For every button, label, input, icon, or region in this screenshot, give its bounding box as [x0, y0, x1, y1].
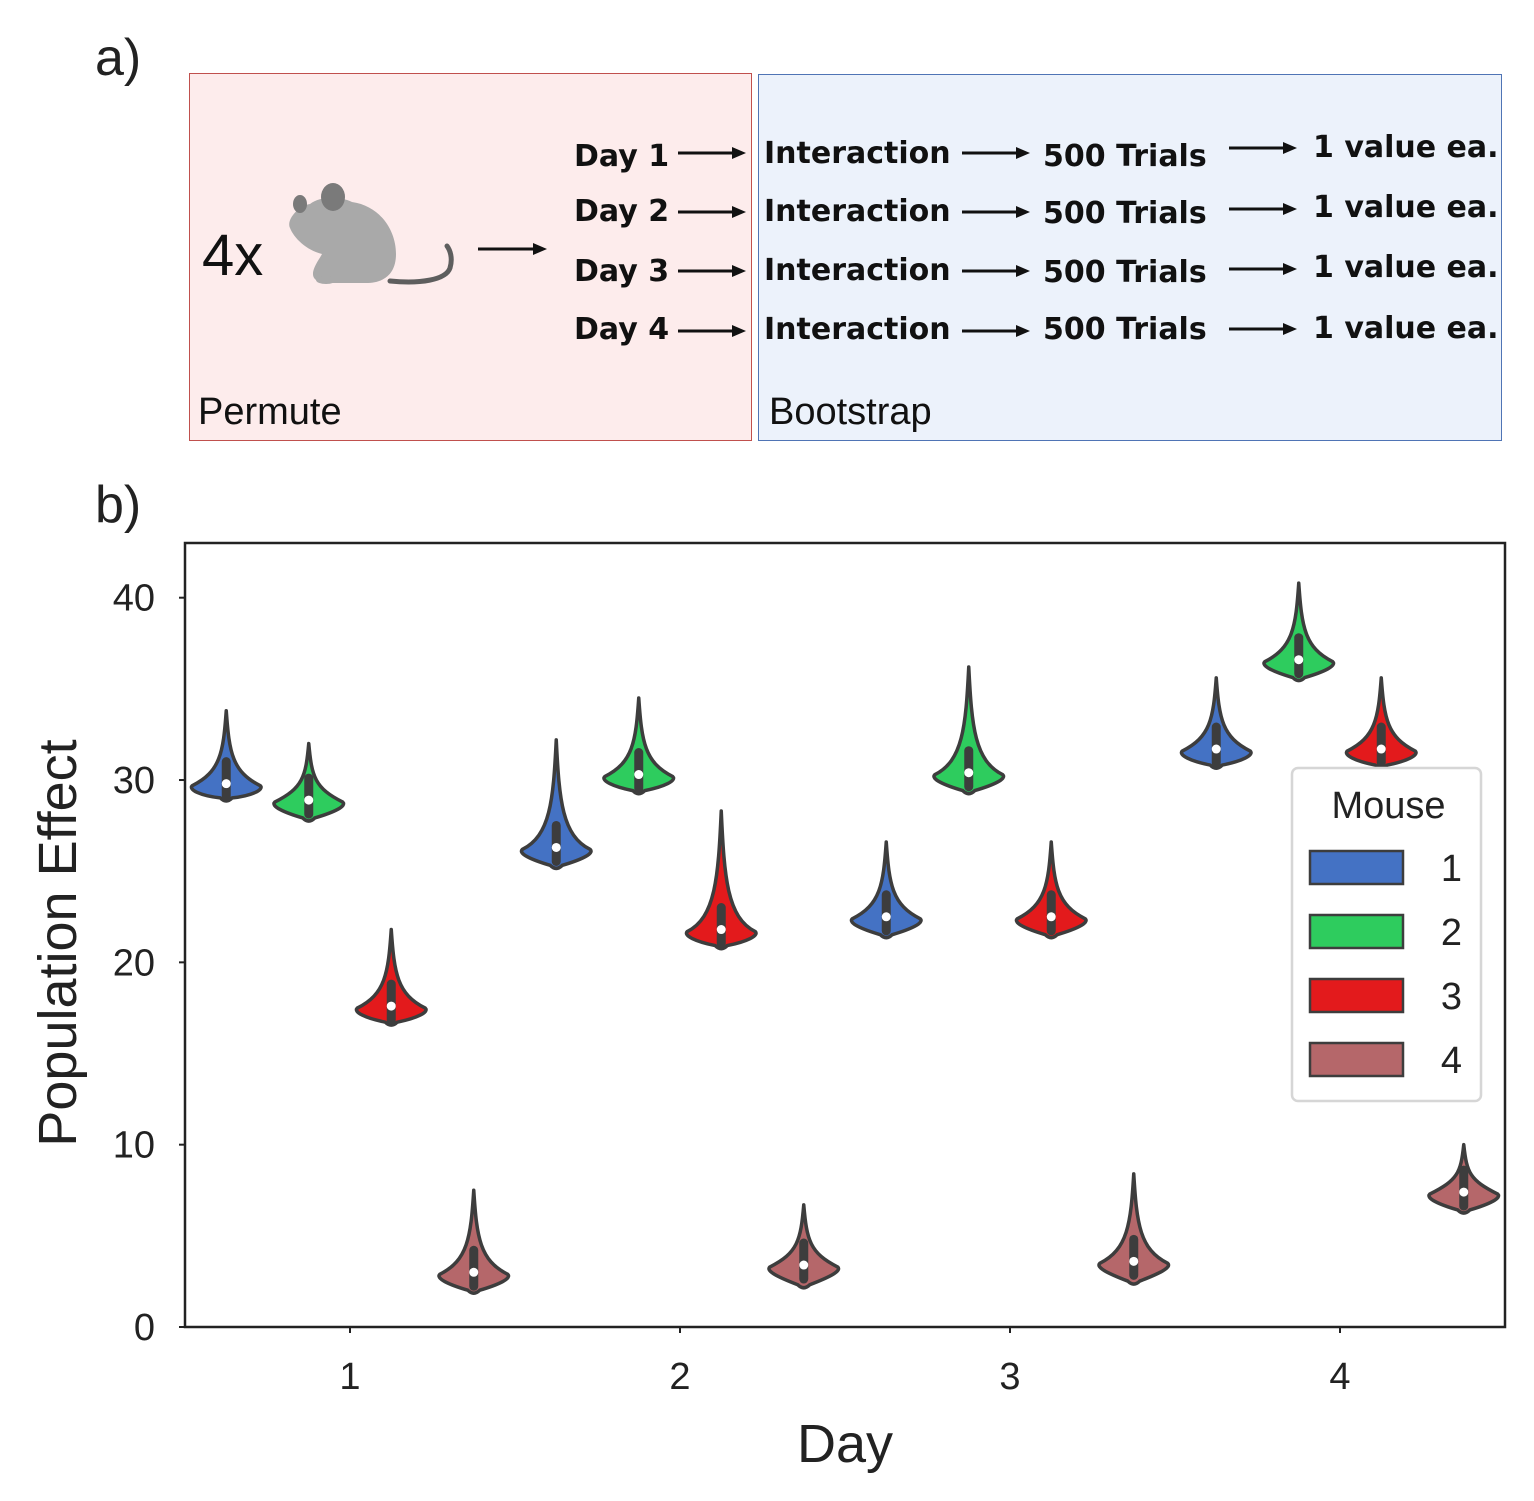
violin-mouse-3-day-1: [354, 927, 428, 1027]
day-3-interaction: Interaction: [764, 253, 951, 288]
day-1-arrow-a-head: [732, 147, 746, 159]
day-1-label: Day 1: [574, 139, 670, 174]
x-axis-label: Day: [797, 1414, 893, 1474]
violin-mouse-2-day-3: [932, 665, 1006, 796]
day-1-value: 1 value ea.: [1313, 130, 1499, 165]
violin-median-mouse-4-day-1: [469, 1267, 479, 1277]
day-3-label: Day 3: [574, 254, 670, 289]
violin-mouse-3-day-2: [684, 809, 758, 951]
plot-frame: [183, 541, 1507, 1329]
violin-mouse-2-day-4: [1262, 581, 1336, 683]
violin-chart: 0 10 20 30 40 1 2 3 4 Day Population Effect Mouse 1 2…: [28, 541, 1507, 1474]
x-tick-label: 3: [999, 1356, 1020, 1398]
y-tick-label: 20: [113, 942, 155, 984]
violin-mouse-1-day-2: [519, 738, 593, 871]
day-3-arrow-a-head: [732, 265, 746, 277]
violin-median-mouse-2-day-1: [304, 795, 314, 805]
day-4-label: Day 4: [574, 312, 670, 347]
violin-median-mouse-1-day-4: [1211, 744, 1221, 754]
legend-swatch-2: [1308, 913, 1405, 950]
violin-mouse-4-day-3: [1097, 1172, 1171, 1286]
legend-label-1: 1: [1441, 848, 1462, 890]
day-2-arrow-b-head: [1016, 206, 1030, 218]
violin-median-mouse-2-day-4: [1294, 655, 1304, 665]
violin-median-mouse-1-day-2: [551, 842, 561, 852]
y-tick-label: 30: [113, 760, 155, 802]
day-4-interaction: Interaction: [764, 312, 951, 347]
day-2-arrow-a-head: [732, 206, 746, 218]
permute-box: Permute: [189, 73, 752, 441]
day-4-value: 1 value ea.: [1313, 311, 1499, 346]
violin-median-mouse-1-day-1: [221, 779, 231, 789]
violin-mouse-3-day-3: [1014, 840, 1088, 940]
legend-label-3: 3: [1441, 976, 1462, 1018]
panel-a-letter: a): [95, 29, 142, 87]
legend-label-2: 2: [1441, 912, 1462, 954]
day-1-arrow-c-head: [1283, 142, 1297, 154]
legend-swatch-3: [1308, 977, 1405, 1014]
day-1-interaction: Interaction: [764, 136, 951, 171]
mouse-arrow-head: [533, 243, 547, 255]
day-3-value: 1 value ea.: [1313, 250, 1499, 285]
violin-median-mouse-4-day-3: [1129, 1256, 1139, 1266]
day-4-trials: 500 Trials: [1043, 312, 1207, 347]
y-tick-label: 0: [134, 1307, 155, 1349]
day-3-arrow-c-head: [1283, 263, 1297, 275]
violin-median-mouse-1-day-3: [881, 912, 891, 922]
violin-median-mouse-2-day-2: [634, 770, 644, 780]
y-tick-label: 40: [113, 578, 155, 620]
bootstrap-box: Bootstrap: [758, 74, 1502, 441]
legend-swatch-1: [1308, 849, 1405, 886]
day-2-trials: 500 Trials: [1043, 196, 1207, 231]
mouse-count-multiplier: 4x: [202, 223, 264, 288]
violin-mouse-4-day-1: [437, 1188, 511, 1295]
x-tick-label: 2: [669, 1356, 690, 1398]
x-tick-label: 1: [339, 1356, 360, 1398]
day-2-arrow-c-head: [1283, 203, 1297, 215]
permute-label: Permute: [198, 391, 342, 433]
legend-swatch-4: [1308, 1041, 1405, 1078]
day-4-arrow-b-head: [1016, 325, 1030, 337]
violin-median-mouse-3-day-2: [716, 925, 726, 935]
violin-median-mouse-3-day-4: [1376, 744, 1386, 754]
day-4-arrow-a-head: [732, 325, 746, 337]
flow-arrows: [478, 142, 1297, 337]
violin-median-mouse-3-day-3: [1046, 912, 1056, 922]
day-3-arrow-b-head: [1016, 265, 1030, 277]
day-2-value: 1 value ea.: [1313, 190, 1499, 225]
violin-median-mouse-4-day-2: [799, 1260, 809, 1270]
violin-mouse-1-day-3: [849, 840, 923, 940]
day-4-arrow-c-head: [1283, 323, 1297, 335]
y-axis-label: Population Effect: [28, 739, 88, 1146]
x-tick-label: 4: [1329, 1356, 1350, 1398]
violin-mouse-2-day-2: [602, 696, 676, 796]
day-3-trials: 500 Trials: [1043, 255, 1207, 290]
day-2-label: Day 2: [574, 194, 670, 229]
day-1-arrow-b-head: [1016, 147, 1030, 159]
violin-median-mouse-3-day-1: [386, 1001, 396, 1011]
legend-label-4: 4: [1441, 1040, 1462, 1082]
day-2-interaction: Interaction: [764, 194, 951, 229]
legend-title: Mouse: [1331, 785, 1445, 827]
violin-median-mouse-4-day-4: [1459, 1187, 1469, 1197]
panel-b-letter: b): [95, 476, 142, 534]
bootstrap-label: Bootstrap: [769, 391, 932, 433]
mouse-icon: [289, 183, 454, 285]
day-1-trials: 500 Trials: [1043, 139, 1207, 174]
violin-median-mouse-2-day-3: [964, 768, 974, 778]
y-tick-label: 10: [113, 1125, 155, 1167]
